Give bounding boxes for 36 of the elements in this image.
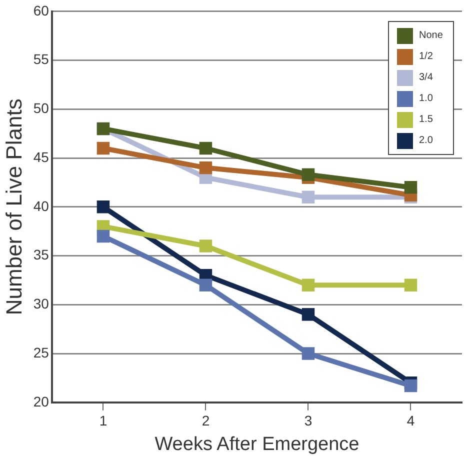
- legend-label: 2.0: [419, 135, 433, 146]
- x-axis-title: Weeks After Emergence: [154, 434, 360, 455]
- legend-label: 1.5: [419, 114, 433, 126]
- y-tick-label: 45: [33, 148, 50, 165]
- y-tick-label: 60: [33, 2, 50, 18]
- legend-label: 1/2: [419, 51, 433, 62]
- point: [302, 347, 315, 360]
- point: [404, 379, 418, 392]
- legend-label: 3/4: [419, 72, 433, 84]
- point: [96, 142, 110, 155]
- y-tick-label: 35: [33, 246, 50, 263]
- point: [199, 161, 212, 174]
- point: [199, 240, 212, 252]
- point: [404, 278, 418, 292]
- point: [302, 278, 315, 292]
- point: [302, 308, 315, 321]
- point: [96, 200, 110, 214]
- y-tick-label: 20: [33, 393, 50, 410]
- point: [96, 230, 110, 243]
- y-tick-label: 55: [33, 51, 50, 68]
- point: [302, 168, 315, 182]
- y-tick-label: 50: [33, 100, 50, 116]
- y-tick-label: 30: [33, 296, 50, 312]
- point: [302, 190, 315, 204]
- point: [199, 278, 212, 292]
- x-tick-label: 4: [406, 412, 415, 429]
- y-tick-label: 40: [33, 198, 50, 214]
- point: [404, 180, 418, 194]
- point: [199, 142, 212, 155]
- x-tick-label: 2: [202, 412, 210, 429]
- x-tick-label: 3: [304, 412, 312, 429]
- y-axis-title: Number of Live Plants: [1, 98, 26, 316]
- y-tick-label: 25: [33, 344, 50, 360]
- legend-label: None: [419, 30, 443, 42]
- x-tick-label: 1: [99, 412, 108, 429]
- legend-label: 1.0: [419, 93, 433, 104]
